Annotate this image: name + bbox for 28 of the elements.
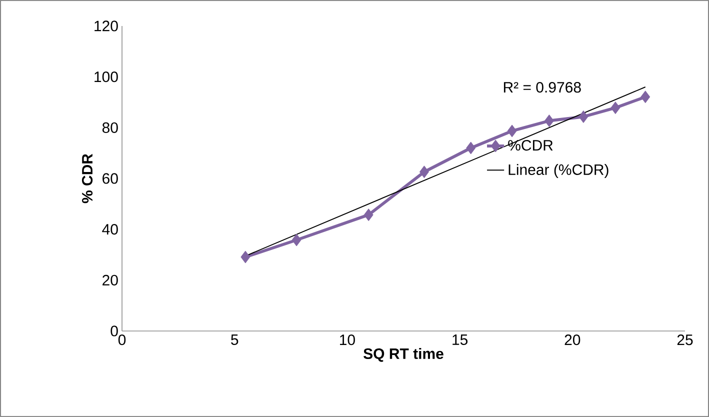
point: [507, 124, 517, 138]
x-tick-label: 25: [677, 334, 693, 346]
x-tick-label: 5: [231, 334, 238, 345]
y-tick-label: 80: [102, 122, 118, 133]
y-tick-label: 20: [102, 274, 118, 286]
point: [419, 166, 429, 178]
point: [544, 114, 554, 128]
point: [640, 90, 650, 104]
y-tick-label: 0: [110, 326, 118, 336]
x-tick-label: 0: [118, 334, 126, 346]
y-tick-label: 40: [102, 224, 118, 235]
y-tick-label: 120: [94, 20, 118, 32]
x-axis-title: SQ RT time: [364, 348, 444, 362]
y-axis-title: % CDR: [82, 154, 93, 204]
y-tick-label: 60: [102, 173, 118, 184]
legend-label: Linear (%CDR): [508, 164, 608, 178]
legend-label: %CDR: [508, 140, 553, 151]
point: [292, 234, 302, 246]
annotation: R² = 0.9768: [504, 82, 581, 93]
y-tick-label: 100: [94, 72, 118, 82]
point: [578, 110, 588, 123]
point: [466, 142, 476, 154]
point: [364, 208, 374, 222]
x-tick-label: 20: [564, 334, 580, 346]
x-tick-label: 15: [452, 334, 468, 345]
point: [240, 250, 250, 264]
x-tick-label: 10: [340, 334, 355, 346]
point: [610, 102, 620, 114]
